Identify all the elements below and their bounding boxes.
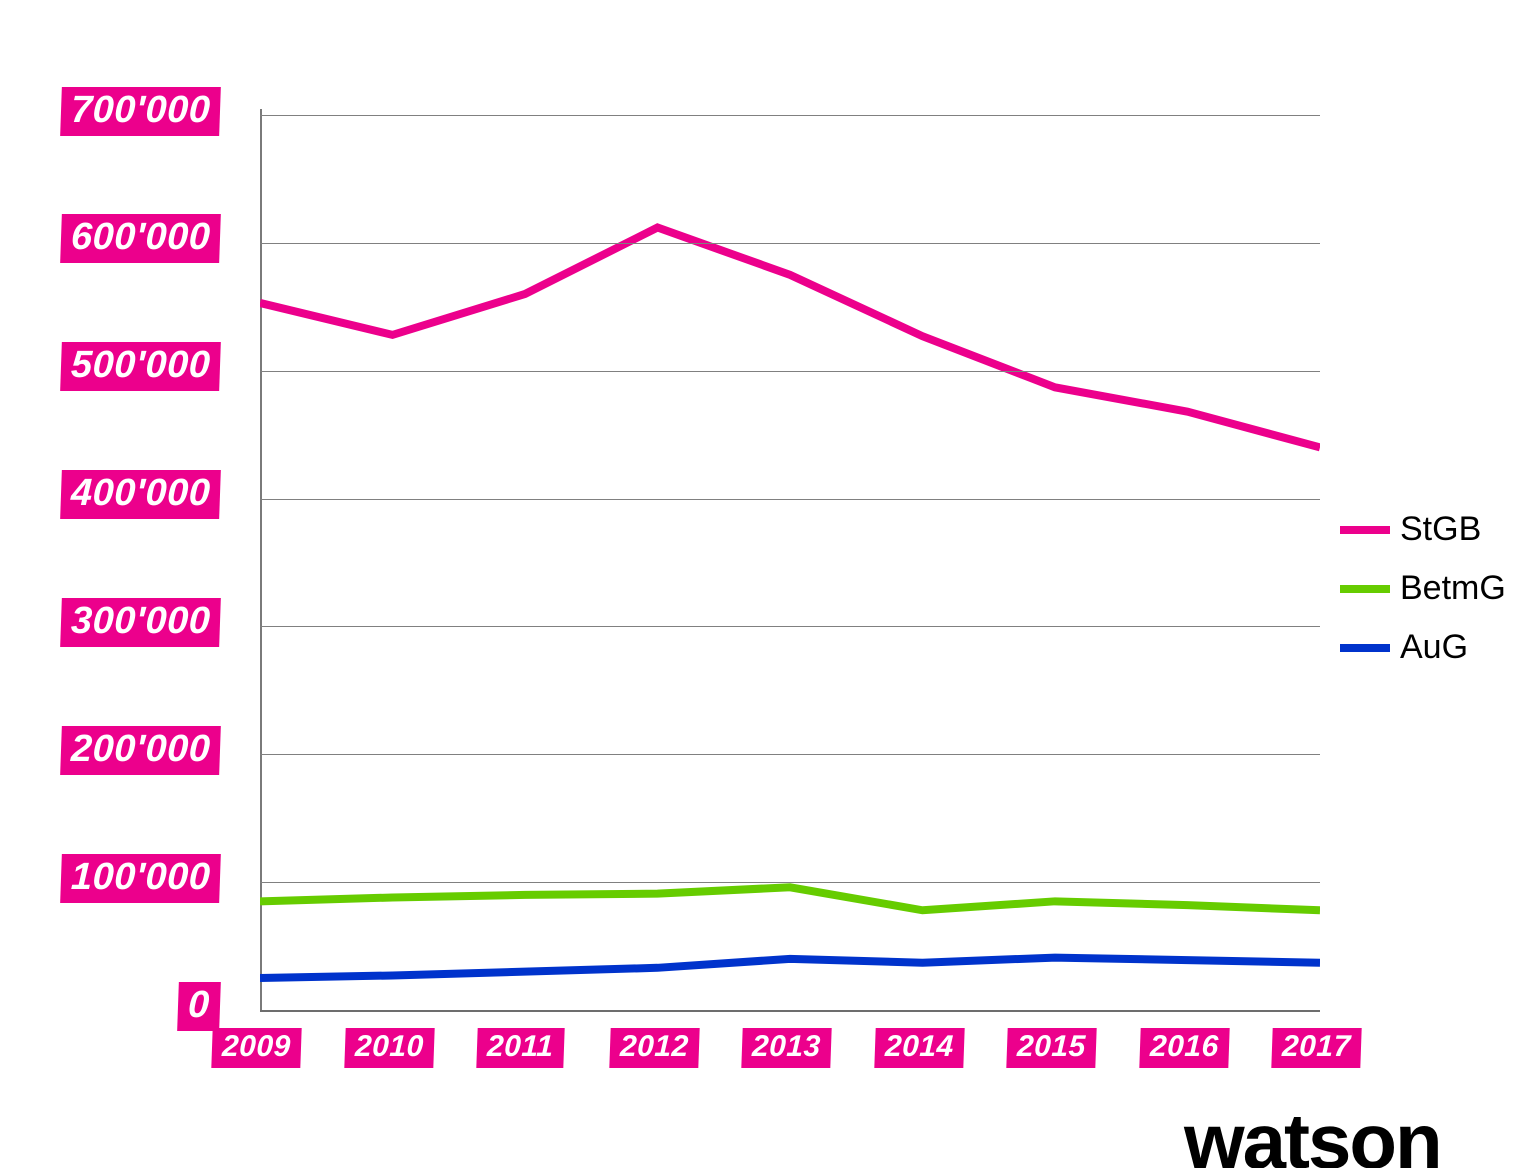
legend-label: AuG (1400, 628, 1468, 667)
y-tick-label: 200'000 (60, 726, 221, 775)
legend-item-StGB: StGB (1340, 510, 1506, 549)
x-tick-label: 2011 (476, 1028, 564, 1068)
series-line-AuG (260, 958, 1320, 978)
chart-legend: StGB BetmG AuG (1340, 510, 1506, 687)
x-tick-label: 2017 (1271, 1028, 1361, 1068)
plot-area (260, 115, 1320, 1010)
gridline (260, 882, 1320, 883)
x-tick-label: 2013 (741, 1028, 831, 1068)
x-tick-label: 2014 (874, 1028, 964, 1068)
x-axis-baseline (260, 1010, 1320, 1012)
chart-lines-svg (260, 115, 1320, 1010)
legend-item-AuG: AuG (1340, 628, 1506, 667)
y-tick-label: 0 (178, 982, 221, 1031)
y-tick-label: 300'000 (60, 598, 221, 647)
gridline (260, 754, 1320, 755)
y-tick-label: 400'000 (60, 470, 221, 519)
legend-swatch (1340, 585, 1390, 593)
gridline (260, 115, 1320, 116)
gridline (260, 243, 1320, 244)
legend-label: BetmG (1400, 569, 1506, 608)
y-tick-label: 700'000 (60, 87, 221, 136)
y-tick-label: 600'000 (60, 214, 221, 263)
gridline (260, 499, 1320, 500)
x-tick-label: 2012 (609, 1028, 699, 1068)
x-tick-label: 2009 (211, 1028, 301, 1068)
watermark: watson (1184, 1096, 1441, 1168)
legend-item-BetmG: BetmG (1340, 569, 1506, 608)
x-tick-label: 2015 (1006, 1028, 1096, 1068)
series-line-StGB (260, 228, 1320, 448)
y-tick-label: 100'000 (60, 854, 221, 903)
gridline (260, 371, 1320, 372)
series-line-BetmG (260, 887, 1320, 910)
x-tick-label: 2016 (1139, 1028, 1229, 1068)
y-tick-label: 500'000 (60, 342, 221, 391)
gridline (260, 626, 1320, 627)
legend-swatch (1340, 526, 1390, 534)
chart-container: 0 100'000 200'000 300'000 400'000 500'000 600'… (0, 0, 1536, 1168)
chart-page: 0 100'000 200'000 300'000 400'000 500'000 600'… (0, 0, 1536, 1168)
x-tick-label: 2010 (344, 1028, 434, 1068)
legend-label: StGB (1400, 510, 1481, 549)
legend-swatch (1340, 644, 1390, 652)
